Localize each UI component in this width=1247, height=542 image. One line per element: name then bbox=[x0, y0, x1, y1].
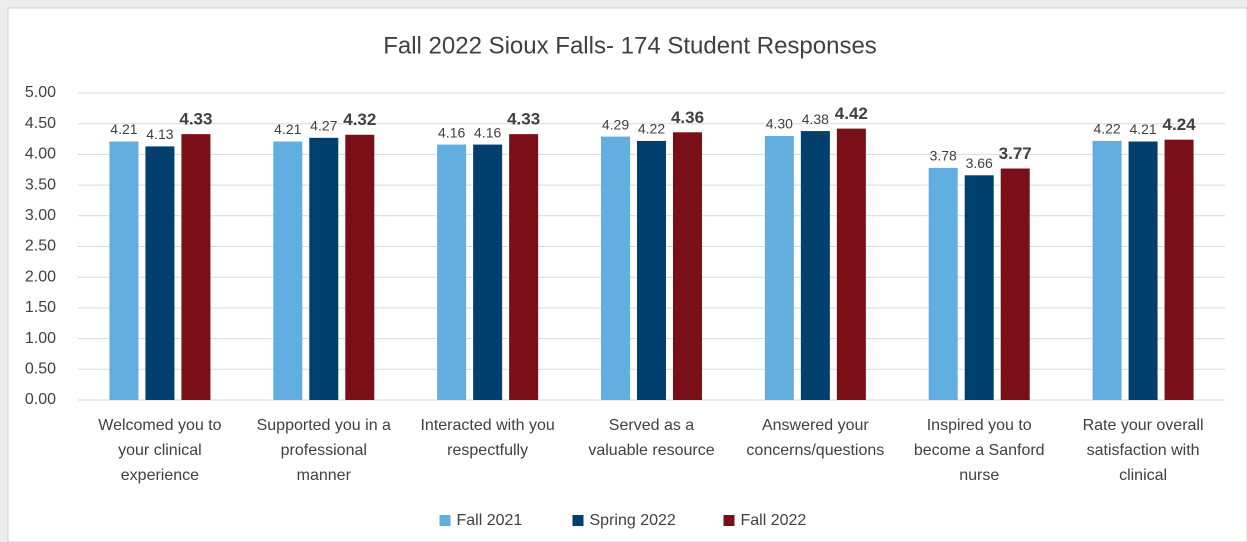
y-tick-label: 2.50 bbox=[25, 238, 56, 255]
y-tick-label: 2.00 bbox=[25, 268, 56, 285]
value-label: 3.77 bbox=[999, 144, 1032, 163]
value-label: 4.13 bbox=[146, 126, 173, 142]
bar bbox=[345, 134, 375, 400]
bar bbox=[145, 146, 175, 400]
bar bbox=[1164, 139, 1194, 400]
bar bbox=[673, 132, 702, 400]
value-label: 4.36 bbox=[671, 108, 704, 127]
y-tick-label: 3.00 bbox=[25, 207, 56, 224]
legend-swatch bbox=[439, 515, 451, 526]
y-tick-label: 4.00 bbox=[25, 146, 56, 163]
value-label: 4.32 bbox=[343, 110, 376, 129]
x-tick-label: Rate your overall bbox=[1083, 417, 1204, 434]
value-label: 4.29 bbox=[602, 116, 629, 132]
y-tick-label: 3.50 bbox=[25, 176, 56, 193]
x-tick-label: Served as a bbox=[609, 417, 694, 434]
value-label: 4.16 bbox=[438, 124, 465, 140]
y-tick-label: 0.50 bbox=[25, 361, 56, 378]
x-tick-label: professional bbox=[281, 442, 367, 459]
value-label: 4.21 bbox=[1129, 121, 1156, 137]
value-label: 4.38 bbox=[802, 111, 829, 127]
bar bbox=[1092, 140, 1122, 400]
x-tick-label: respectfully bbox=[447, 442, 528, 459]
x-tick-label: your clinical bbox=[118, 442, 202, 459]
value-label: 4.27 bbox=[310, 118, 337, 134]
x-tick-label: Welcomed you to bbox=[98, 417, 221, 434]
value-label: 4.21 bbox=[110, 121, 137, 137]
value-label: 4.42 bbox=[835, 104, 868, 123]
bar bbox=[273, 141, 303, 401]
x-tick-label: valuable resource bbox=[588, 442, 714, 459]
bar bbox=[473, 144, 503, 400]
bar bbox=[1128, 141, 1158, 401]
bar bbox=[509, 134, 539, 400]
x-tick-label: manner bbox=[297, 467, 352, 484]
value-label: 4.33 bbox=[179, 110, 212, 129]
legend-label: Fall 2022 bbox=[741, 512, 807, 529]
x-tick-label: become a Sanford bbox=[914, 442, 1045, 459]
legend-swatch bbox=[572, 515, 584, 526]
bar bbox=[964, 175, 994, 400]
value-label: 3.66 bbox=[966, 155, 993, 171]
x-tick-label: Supported you in a bbox=[257, 417, 391, 434]
y-tick-label: 1.50 bbox=[25, 299, 56, 316]
x-tick-label: Interacted with you bbox=[420, 417, 554, 434]
y-tick-label: 1.00 bbox=[25, 330, 56, 347]
bar bbox=[601, 136, 630, 400]
value-label: 4.30 bbox=[766, 116, 793, 132]
bar bbox=[1000, 168, 1030, 400]
bar bbox=[181, 134, 211, 400]
value-label: 4.21 bbox=[274, 121, 301, 137]
chart-title: Fall 2022 Sioux Falls- 174 Student Respo… bbox=[383, 32, 877, 59]
bar bbox=[309, 137, 339, 400]
y-tick-label: 0.00 bbox=[25, 391, 56, 408]
bar bbox=[800, 131, 830, 400]
bar bbox=[437, 144, 467, 400]
value-label: 4.24 bbox=[1163, 115, 1197, 134]
x-tick-label: Answered your bbox=[762, 417, 869, 434]
x-tick-label: concerns/questions bbox=[746, 442, 884, 459]
legend-label: Fall 2021 bbox=[457, 512, 523, 529]
value-label: 3.78 bbox=[930, 148, 957, 164]
x-tick-label: nurse bbox=[959, 467, 999, 484]
legend-label: Spring 2022 bbox=[590, 512, 676, 529]
x-tick-label: satisfaction with bbox=[1087, 442, 1200, 459]
x-tick-label: Inspired you to bbox=[927, 417, 1032, 434]
x-tick-label: experience bbox=[121, 467, 199, 484]
bar bbox=[928, 167, 958, 400]
bar bbox=[637, 140, 666, 400]
legend-swatch bbox=[723, 515, 735, 526]
y-tick-label: 4.50 bbox=[25, 115, 56, 132]
value-label: 4.33 bbox=[507, 110, 540, 129]
bar bbox=[109, 141, 139, 401]
value-label: 4.16 bbox=[474, 124, 501, 140]
bar bbox=[764, 135, 794, 401]
value-label: 4.22 bbox=[1093, 121, 1120, 137]
bar bbox=[836, 128, 866, 400]
y-tick-label: 5.00 bbox=[25, 84, 56, 101]
value-label: 4.22 bbox=[638, 121, 665, 137]
x-tick-label: clinical bbox=[1119, 467, 1167, 484]
